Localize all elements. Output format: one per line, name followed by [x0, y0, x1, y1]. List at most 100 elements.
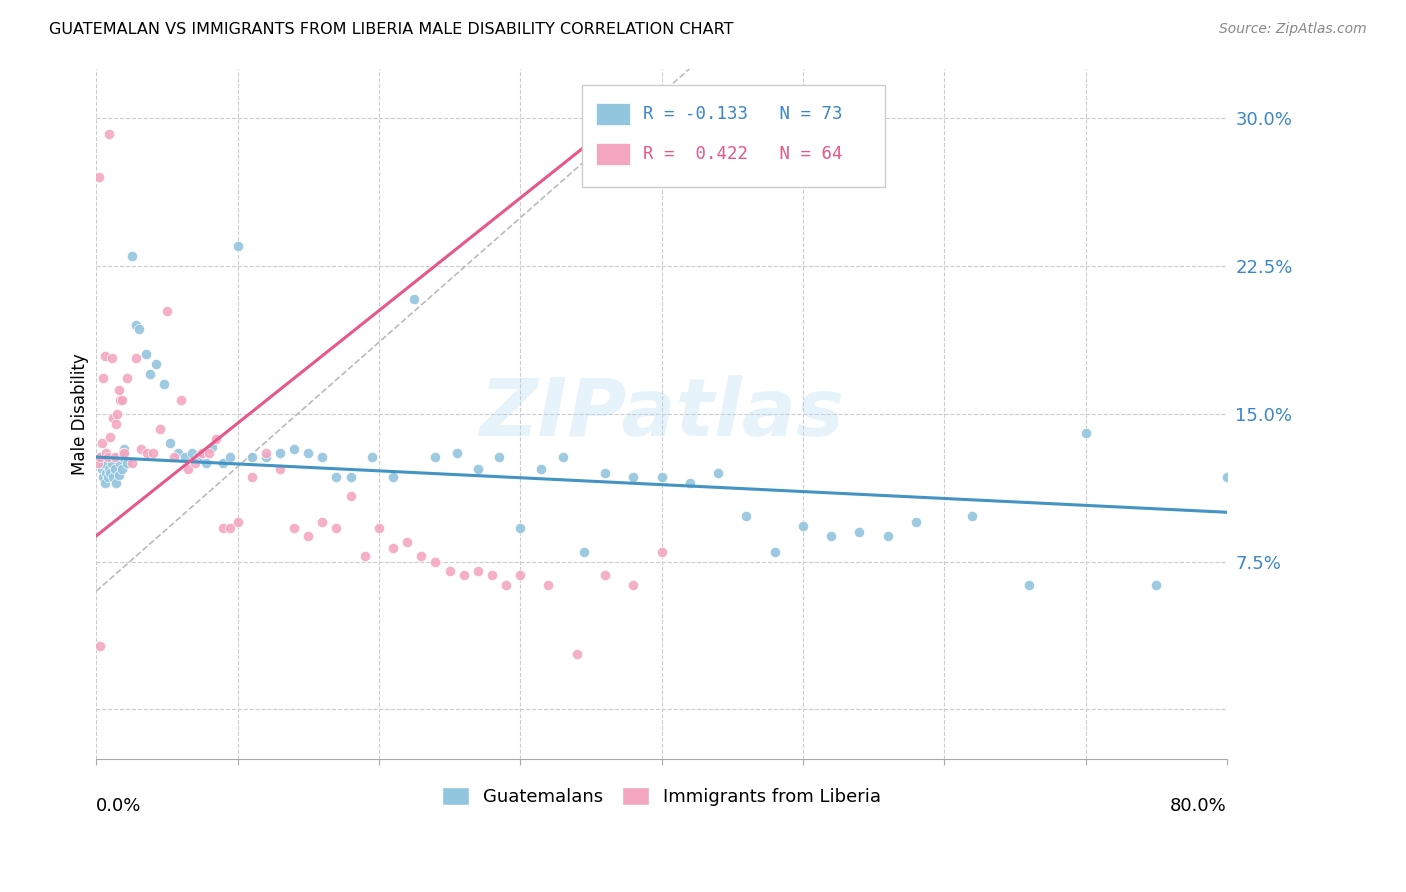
Point: [111, 392, 134, 407]
Point: [136, 446, 159, 460]
Point: [90, 462, 112, 476]
Point: [707, 466, 730, 480]
Point: [311, 450, 333, 464]
Point: [191, 446, 214, 460]
Point: [142, 446, 165, 460]
Point: [159, 436, 181, 450]
Point: [219, 521, 242, 535]
Point: [735, 509, 758, 524]
Point: [112, 450, 135, 464]
Point: [297, 529, 319, 543]
Point: [1216, 469, 1239, 483]
Point: [174, 450, 197, 464]
Point: [114, 442, 136, 457]
Text: Source: ZipAtlas.com: Source: ZipAtlas.com: [1219, 22, 1367, 37]
Point: [167, 446, 190, 460]
Point: [187, 450, 209, 464]
Point: [195, 456, 218, 470]
Text: 80.0%: 80.0%: [1170, 797, 1227, 814]
Point: [121, 249, 143, 263]
Point: [269, 462, 291, 476]
Point: [269, 446, 291, 460]
Point: [551, 450, 574, 464]
Point: [651, 469, 673, 483]
Point: [91, 456, 114, 470]
Point: [117, 371, 139, 385]
Point: [125, 351, 148, 366]
Point: [131, 442, 153, 457]
Point: [112, 446, 135, 460]
Point: [792, 519, 814, 533]
Point: [453, 568, 475, 582]
Point: [97, 462, 120, 476]
Point: [467, 462, 489, 476]
Point: [353, 549, 375, 563]
Point: [107, 407, 129, 421]
Point: [108, 467, 131, 482]
Point: [128, 322, 150, 336]
Point: [94, 466, 117, 480]
Point: [201, 440, 224, 454]
Legend: Guatemalans, Immigrants from Liberia: Guatemalans, Immigrants from Liberia: [434, 780, 889, 814]
Point: [565, 647, 588, 661]
Point: [89, 450, 111, 464]
Point: [425, 555, 447, 569]
Text: GUATEMALAN VS IMMIGRANTS FROM LIBERIA MALE DISABILITY CORRELATION CHART: GUATEMALAN VS IMMIGRANTS FROM LIBERIA MA…: [49, 22, 734, 37]
Point: [481, 568, 503, 582]
Point: [110, 392, 132, 407]
Point: [621, 578, 644, 592]
Point: [91, 469, 114, 483]
Point: [108, 383, 131, 397]
Point: [339, 469, 361, 483]
Point: [107, 450, 129, 464]
Point: [90, 436, 112, 450]
Point: [240, 469, 263, 483]
FancyBboxPatch shape: [596, 143, 630, 165]
Point: [593, 568, 616, 582]
Point: [1144, 578, 1167, 592]
Point: [89, 640, 111, 654]
Point: [254, 450, 277, 464]
Point: [96, 450, 118, 464]
Point: [135, 347, 157, 361]
Point: [509, 521, 531, 535]
Point: [149, 422, 172, 436]
Point: [283, 521, 305, 535]
Point: [93, 350, 115, 364]
Point: [114, 446, 136, 460]
Point: [360, 450, 382, 464]
Point: [103, 462, 125, 476]
Point: [509, 568, 531, 582]
Point: [226, 515, 249, 529]
Point: [125, 318, 148, 332]
Point: [439, 565, 461, 579]
Point: [103, 450, 125, 464]
Point: [240, 450, 263, 464]
Point: [100, 351, 122, 366]
Point: [100, 456, 122, 470]
Point: [177, 462, 200, 476]
Point: [572, 545, 595, 559]
Point: [325, 521, 347, 535]
Point: [101, 410, 124, 425]
Point: [848, 524, 870, 539]
Point: [339, 490, 361, 504]
Point: [411, 549, 433, 563]
Point: [98, 466, 121, 480]
Point: [94, 446, 117, 460]
Point: [181, 446, 204, 460]
Point: [205, 432, 228, 446]
Point: [593, 466, 616, 480]
Point: [254, 446, 277, 460]
Point: [153, 377, 176, 392]
Point: [311, 515, 333, 529]
Point: [621, 469, 644, 483]
Point: [89, 450, 111, 464]
Point: [763, 545, 786, 559]
Point: [446, 446, 468, 460]
Point: [495, 578, 517, 592]
Point: [170, 392, 193, 407]
Point: [212, 521, 235, 535]
Point: [467, 565, 489, 579]
Point: [101, 469, 124, 483]
